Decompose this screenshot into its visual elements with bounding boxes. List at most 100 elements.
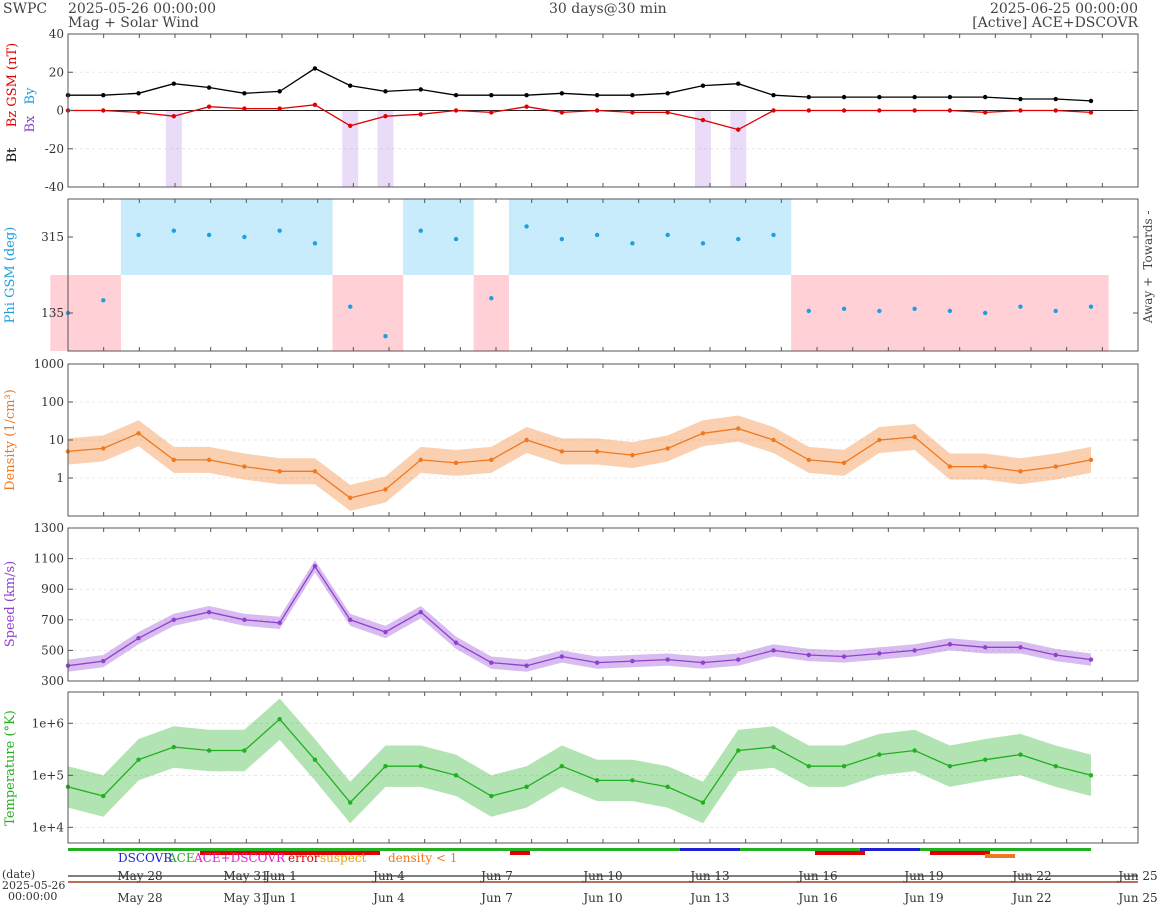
towards-sector (508, 199, 545, 275)
temperature-point (559, 763, 565, 769)
x-tick-label: Jun 25 (1116, 891, 1157, 905)
density-point (982, 464, 988, 469)
bt-point (136, 91, 141, 96)
phi-point (277, 228, 282, 233)
temperature-ytick-label: 1e+4 (32, 820, 65, 834)
phi-point (242, 234, 247, 240)
phi-point (947, 308, 953, 314)
bz-south-shade (730, 110, 747, 187)
bz-point (912, 108, 917, 113)
bx-axis-label: Bx (23, 115, 38, 133)
x-tick-label: Jun 16 (796, 891, 837, 905)
end-time-label: 2025-06-25 00:00:00 (989, 1, 1138, 17)
temperature-point (206, 748, 212, 753)
towards-sector (403, 199, 439, 275)
temperature-point (277, 716, 282, 722)
source-dscovr-strip (680, 848, 740, 851)
bz-point (136, 110, 141, 115)
phi-point (806, 308, 811, 314)
x-tick-label: Jun 19 (902, 869, 943, 883)
density-point (559, 449, 565, 454)
bz-point (947, 108, 953, 113)
speed-ytick-label: 300 (41, 674, 64, 688)
temperature-point (312, 757, 318, 762)
speed-ytick-label: 900 (41, 582, 64, 596)
bt-point (736, 81, 741, 86)
temperature-point (1053, 763, 1058, 769)
speed-range-band (68, 560, 1091, 672)
bz-point (877, 108, 882, 113)
phi-point (982, 310, 988, 316)
speed-point (277, 620, 282, 626)
speed-point (982, 645, 988, 650)
bt-point (771, 93, 776, 98)
phi-point (665, 232, 670, 238)
speed-point (348, 617, 353, 622)
away-sector (332, 275, 368, 351)
away-sector (1073, 275, 1109, 351)
temperature-point (524, 784, 529, 790)
speed-point (806, 652, 811, 658)
brand-label: SWPC (3, 1, 48, 17)
bt-point (594, 93, 600, 98)
x-tick-label: Jun 4 (371, 891, 405, 905)
bt-point (242, 91, 247, 96)
away-label: Away + (1141, 277, 1155, 324)
x-tick-label: Jun 19 (902, 891, 943, 905)
bz-point (453, 108, 459, 113)
density-ytick-label: 1 (56, 471, 64, 485)
speed-point (559, 654, 565, 659)
density-point (136, 431, 141, 436)
phi-point (877, 308, 882, 314)
bt-point (806, 94, 811, 100)
speed-point (453, 640, 459, 645)
speed-point (912, 648, 917, 653)
bz-axis-label: Bz GSM (nT) (5, 43, 20, 127)
towards-sector (261, 199, 298, 275)
temperature-point (101, 793, 106, 799)
x-tick-label: Jun 22 (1010, 891, 1051, 905)
temperature-point (912, 748, 917, 753)
speed-ytick-label: 1100 (33, 552, 64, 566)
start-time-label: 2025-05-26 00:00:00 (68, 1, 217, 17)
density-point (841, 460, 847, 466)
x-tick-label: May 28 (117, 869, 162, 883)
speed-point (877, 651, 882, 656)
source-legend-item: error (288, 851, 320, 865)
speed-series-line (67, 565, 1092, 667)
phi-point (206, 232, 212, 238)
x-tick-label: May 31 (223, 891, 268, 905)
phi-point (383, 334, 388, 339)
bt-point (418, 87, 423, 92)
bz-point (242, 106, 247, 111)
phi-point (418, 228, 423, 233)
bt-point (489, 93, 494, 98)
phi-ytick-label: 315 (41, 230, 64, 244)
x-tick-label: May 31 (223, 869, 268, 883)
density-point (453, 460, 459, 466)
density-point (700, 431, 706, 436)
speed-point (242, 617, 247, 622)
speed-point (736, 657, 741, 662)
density-point (630, 452, 635, 458)
density-point (418, 457, 423, 463)
speed-point (594, 660, 600, 665)
x-tick-label: Jun 4 (371, 869, 405, 883)
temperature-point (771, 744, 776, 750)
temperature-point (877, 752, 882, 757)
density-ytick-label: 100 (41, 395, 64, 409)
phi-point (700, 241, 706, 246)
density-point (771, 437, 776, 443)
away-sector (896, 275, 933, 351)
speed-ytick-label: 1300 (33, 521, 64, 535)
density-point (277, 469, 282, 474)
bz-point (524, 104, 529, 109)
bt-point (947, 94, 953, 100)
error-flag-strip (815, 851, 865, 855)
bz-point (594, 108, 600, 113)
mag-ytick-label: -20 (45, 142, 64, 156)
source-label: [Active] ACE+DSCOVR (972, 15, 1138, 31)
towards-sector (156, 199, 192, 275)
temperature-point (489, 793, 494, 799)
